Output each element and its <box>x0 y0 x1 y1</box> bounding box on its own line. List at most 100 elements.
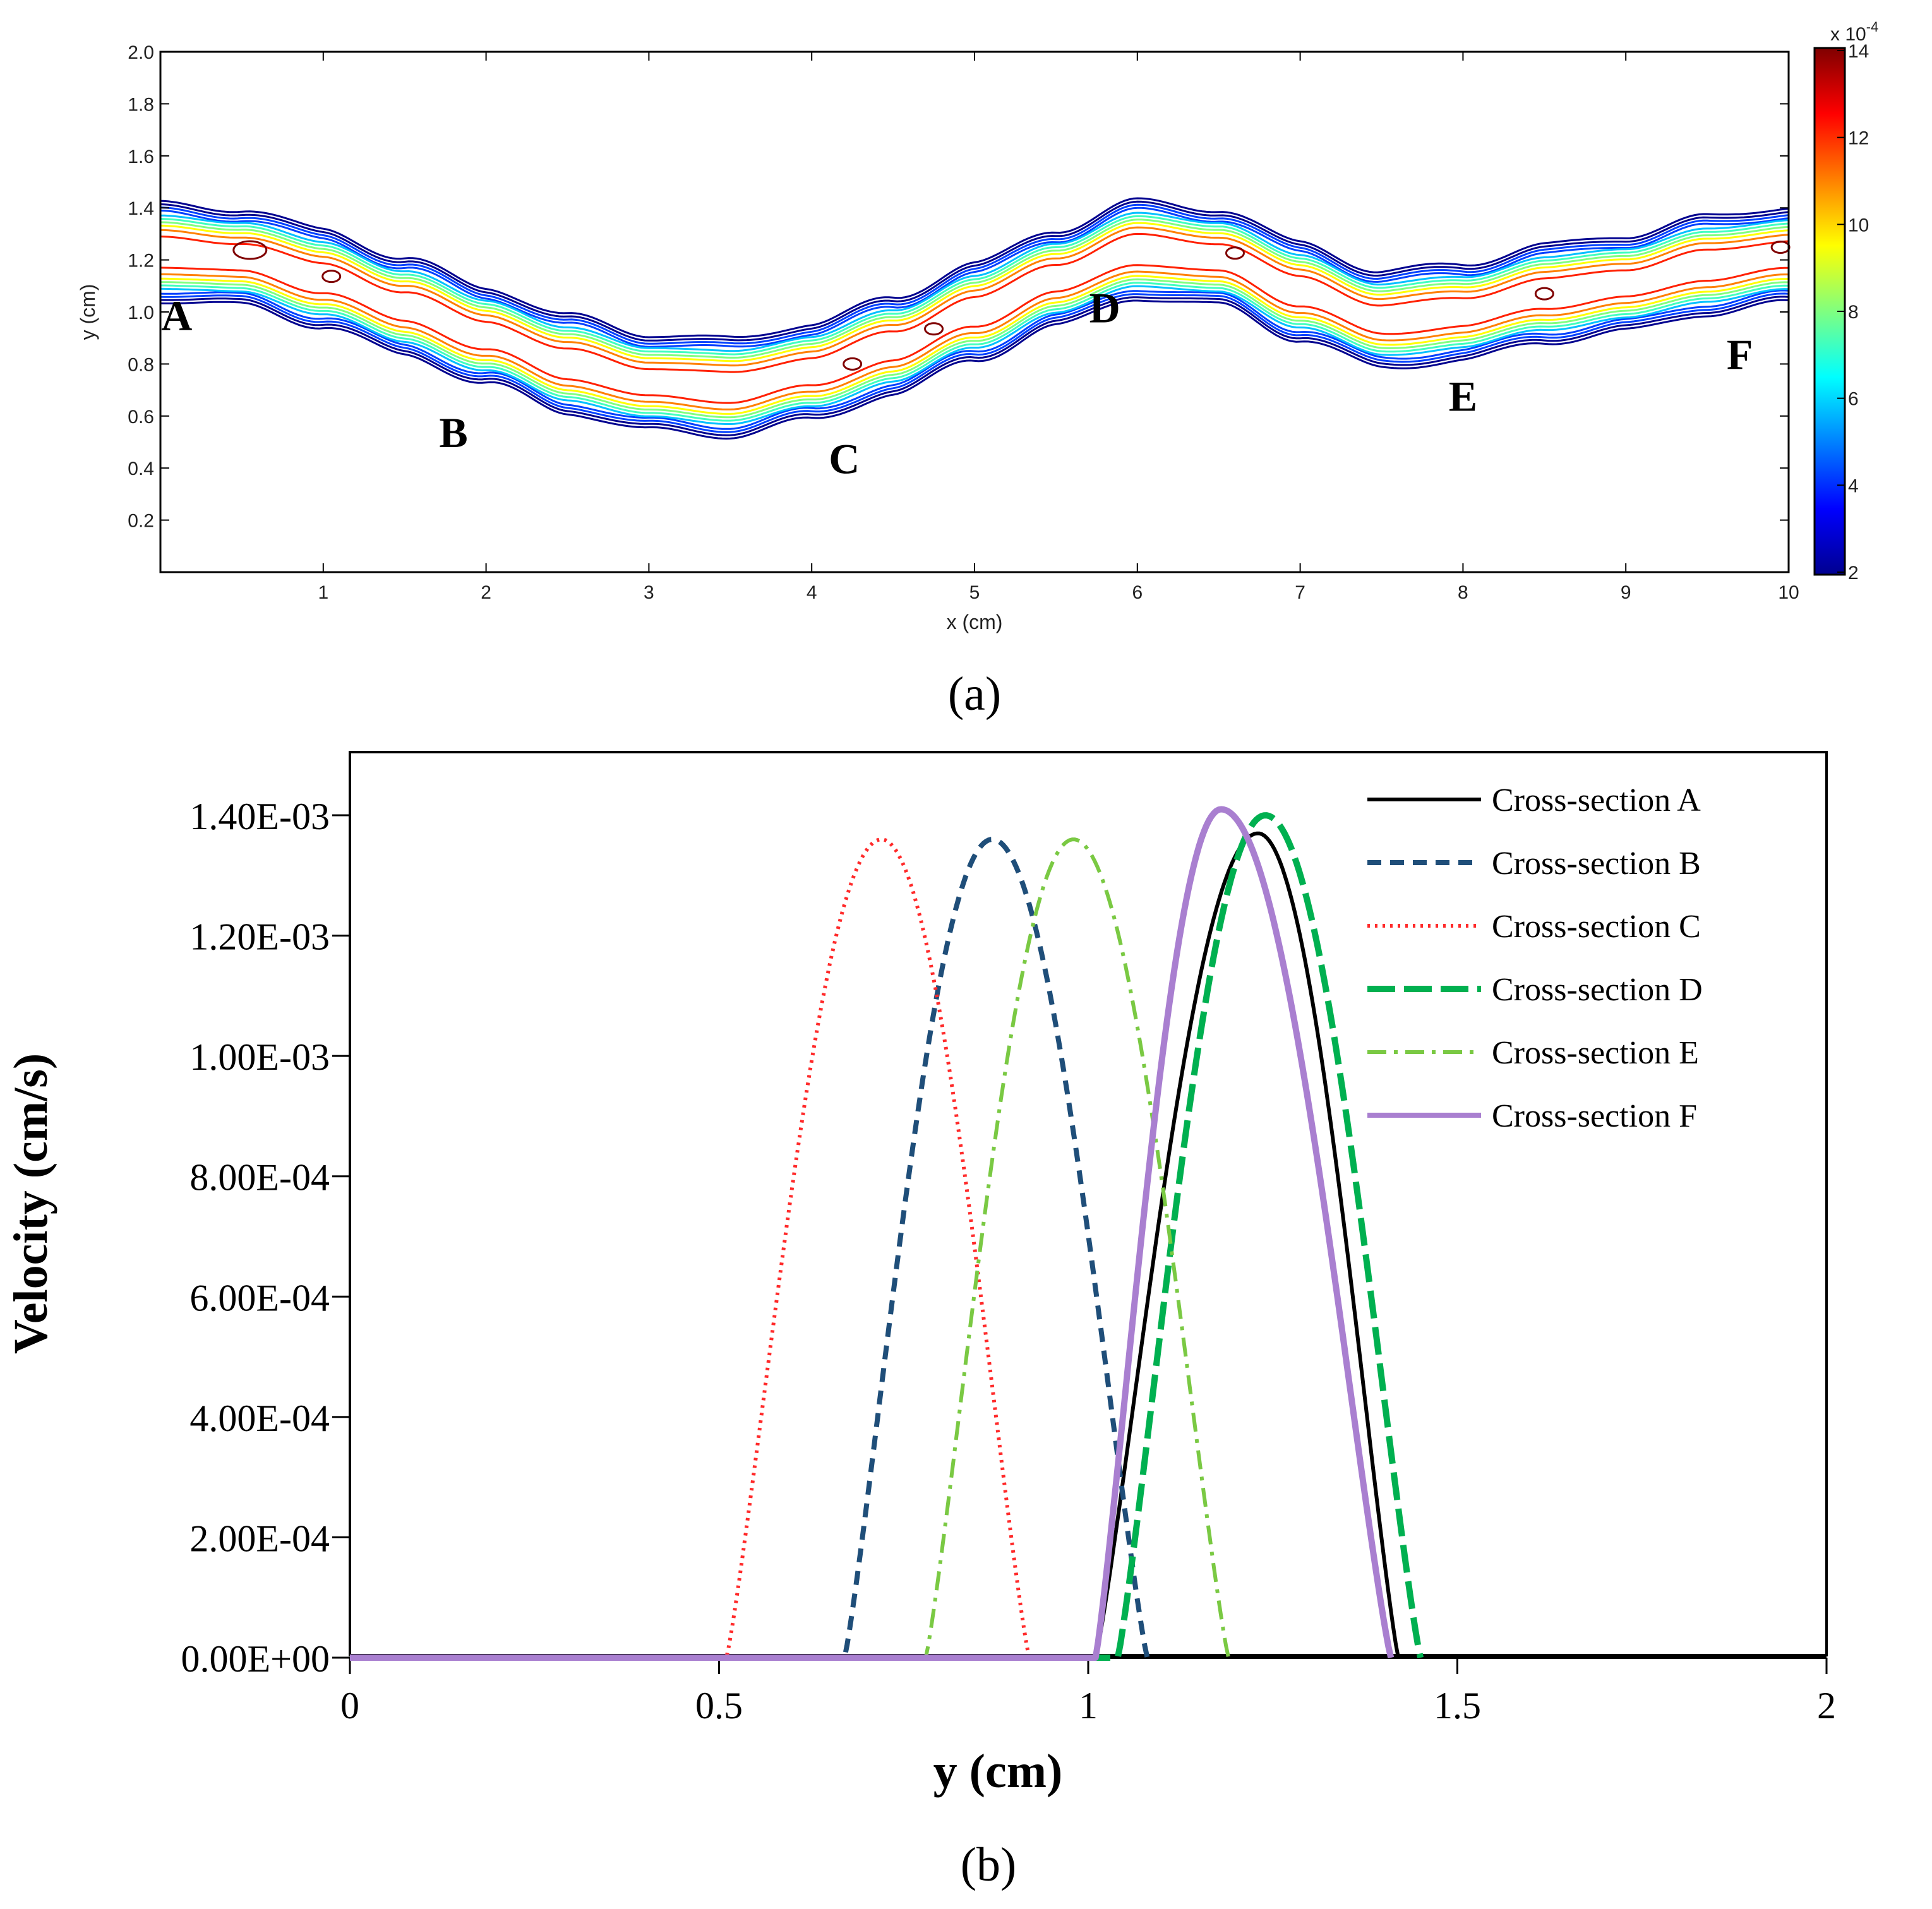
legend: Cross-section A Cross-section B Cross-sect… <box>1367 782 1703 1134</box>
section-labels: A B C D E F <box>161 284 1753 482</box>
series-line-d <box>350 812 1424 1661</box>
legend-label-e: Cross-section E <box>1492 1035 1699 1071</box>
panel-a-x-tick-label: 4 <box>807 582 817 603</box>
panel-b-x-axis-label: y (cm) <box>933 1745 1063 1798</box>
colorbar-tick-label: 8 <box>1848 302 1859 323</box>
panel-a-y-tick-label: 2.0 <box>128 42 154 63</box>
panel-a-y-tick-label: 0.8 <box>128 354 154 375</box>
panel-a-y-tick-label: 0.6 <box>128 407 154 428</box>
colorbar-exponent: x 10-4 <box>1830 19 1878 45</box>
velocity-series <box>350 806 1424 1661</box>
peak-contour-ring <box>924 322 944 336</box>
panel-a-x-tick-label: 6 <box>1132 582 1143 603</box>
panel-b-y-tick-label: 2.00E-04 <box>189 1517 330 1559</box>
contour-line-lower-6 <box>160 278 1789 419</box>
panel-a-caption: (a) <box>948 667 1001 721</box>
contour-line-upper-6 <box>160 218 1789 359</box>
velocity-contours <box>160 197 1789 440</box>
panel-a-x-tick-label: 5 <box>969 582 980 603</box>
panel-b-y-ticks: 0.00E+00 2.00E-04 4.00E-04 6.00E-04 8.00E-04… <box>181 796 350 1680</box>
peak-contour-ring <box>1225 246 1245 260</box>
peak-contour-ring <box>843 357 863 371</box>
colorbar-tick-label: 2 <box>1848 563 1859 583</box>
panel-a-y-tick-label: 1.6 <box>128 147 154 167</box>
panel-b-y-tick-label: 0.00E+00 <box>181 1638 330 1680</box>
panel-a-x-tick-label: 3 <box>644 582 654 603</box>
panel-b-caption: (b) <box>961 1838 1017 1891</box>
panel-a-x-axis-label: x (cm) <box>947 611 1003 633</box>
legend-label-d: Cross-section D <box>1492 972 1703 1008</box>
panel-a-x-tick-label: 9 <box>1621 582 1631 603</box>
panel-b-y-tick-label: 4.00E-04 <box>189 1397 330 1439</box>
contour-line-upper-8 <box>160 226 1789 367</box>
legend-label-a: Cross-section A <box>1492 782 1701 818</box>
legend-label-f: Cross-section F <box>1492 1098 1697 1134</box>
section-label-f: F <box>1727 331 1753 379</box>
colorbar-tick-label: 12 <box>1848 128 1869 149</box>
panel-a-y-tick-label: 1.2 <box>128 251 154 272</box>
peak-contour-ring <box>321 270 342 284</box>
contour-line-lower-5 <box>160 282 1789 422</box>
panel-a-y-tick-label: 1.4 <box>128 198 154 219</box>
section-label-a: A <box>161 292 192 340</box>
series-line-e <box>350 837 1231 1660</box>
peak-contour-ring <box>1770 240 1791 254</box>
panel-a-y-tick-label: 1.8 <box>128 94 154 115</box>
contour-line-upper-2 <box>160 203 1789 345</box>
panel-a-x-ticks: 1 2 3 4 5 6 7 8 9 10 <box>318 52 1799 603</box>
section-label-c: C <box>829 434 860 482</box>
contour-line-lower-0 <box>160 299 1789 440</box>
contour-line-upper-0 <box>160 197 1789 338</box>
contour-line-upper-3 <box>160 206 1789 348</box>
contour-line-upper-9 <box>160 232 1789 373</box>
peak-contour-ring <box>1534 287 1554 301</box>
series-line-c <box>350 837 1031 1660</box>
panel-a-x-tick-label: 2 <box>481 582 491 603</box>
panel-a-axes-frame <box>159 51 1790 573</box>
contour-line-lower-2 <box>160 292 1789 433</box>
contour-line-upper-7 <box>160 222 1789 362</box>
panel-b-y-tick-label: 1.00E-03 <box>189 1036 330 1078</box>
contour-line-lower-7 <box>160 275 1789 415</box>
panel-a-y-tick-label: 0.4 <box>128 458 154 479</box>
panel-a-contour-plot: 1 2 3 4 5 6 7 8 9 10 0.20.40.60.81.01.21.41.61.82… <box>76 19 1878 721</box>
series-line-b <box>350 837 1150 1660</box>
section-label-e: E <box>1449 373 1477 421</box>
series-line-f <box>350 806 1395 1661</box>
colorbar-ticks: 2 4 6 8 10 12 14 <box>1837 41 1869 583</box>
panel-a-x-tick-label: 8 <box>1458 582 1468 603</box>
panel-b-y-axis-label: Velocity (cm/s) <box>4 1053 57 1354</box>
panel-a-x-tick-label: 10 <box>1778 582 1799 603</box>
panel-b-x-tick-label: 1 <box>1079 1685 1098 1726</box>
legend-label-b: Cross-section B <box>1492 846 1701 882</box>
legend-label-c: Cross-section C <box>1492 909 1701 945</box>
colorbar-tick-label: 6 <box>1848 389 1859 410</box>
section-label-d: D <box>1089 284 1120 332</box>
panel-b-x-tick-label: 2 <box>1817 1685 1836 1726</box>
panel-b-y-tick-label: 1.20E-03 <box>189 916 330 958</box>
panel-a-y-axis-label: y (cm) <box>76 284 99 340</box>
panel-a-x-tick-label: 1 <box>318 582 328 603</box>
contour-line-lower-4 <box>160 285 1789 425</box>
panel-a-y-ticks: 0.2 0.4 0.6 0.8 1.0 1.2 1.4 1.6 1.8 2.0 <box>128 42 1789 532</box>
contour-line-upper-5 <box>160 215 1789 356</box>
panel-b-y-tick-label: 8.00E-04 <box>189 1157 330 1199</box>
panel-a-y-tick-label: 0.2 <box>128 511 154 532</box>
colorbar-tick-label: 4 <box>1848 476 1859 496</box>
series-line-a <box>350 831 1400 1660</box>
colorbar-tick-label: 14 <box>1848 41 1869 62</box>
colorbar-tick-label: 10 <box>1848 215 1869 236</box>
panel-b-x-ticks: 0 0.5 1 1.5 2 <box>340 1658 1836 1726</box>
peak-velocity-contours <box>232 240 1791 371</box>
panel-b-x-tick-label: 0 <box>340 1685 359 1726</box>
contour-line-lower-9 <box>160 264 1789 404</box>
panel-b-x-tick-label: 0.5 <box>695 1685 743 1726</box>
contour-line-upper-1 <box>160 200 1789 342</box>
panel-a-y-tick-label: 1.0 <box>128 302 154 323</box>
panel-b-y-tick-label: 6.00E-04 <box>189 1277 330 1319</box>
peak-contour-ring <box>232 240 268 260</box>
contour-line-lower-1 <box>160 296 1789 436</box>
panel-b-velocity-profiles: 0.00E+00 2.00E-04 4.00E-04 6.00E-04 8.00E-04… <box>4 751 1836 1891</box>
contour-line-upper-4 <box>160 212 1789 352</box>
